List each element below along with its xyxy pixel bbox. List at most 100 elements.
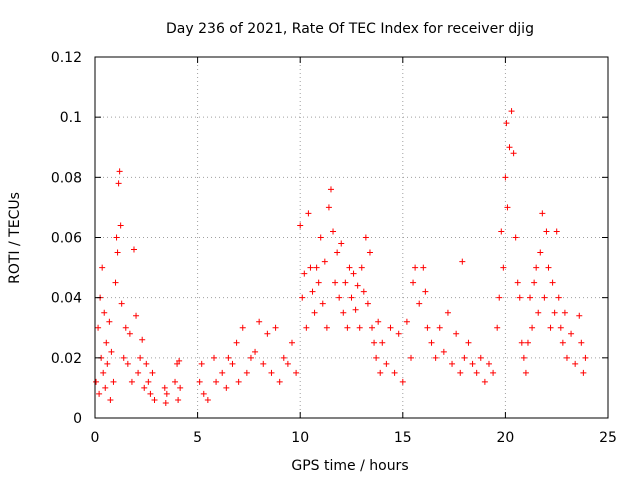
data-point xyxy=(504,204,511,211)
data-point xyxy=(496,294,503,301)
data-point xyxy=(272,324,279,331)
data-point xyxy=(465,339,472,346)
chart-title: Day 236 of 2021, Rate Of TEC Index for r… xyxy=(166,21,534,37)
y-tick-label: 0.1 xyxy=(60,110,82,126)
data-point xyxy=(243,369,250,376)
data-point xyxy=(323,324,330,331)
data-point xyxy=(461,354,468,361)
data-point xyxy=(338,240,345,247)
y-tick-label: 0.02 xyxy=(51,351,82,367)
data-point xyxy=(334,249,341,256)
data-point xyxy=(213,378,220,385)
data-point xyxy=(403,318,410,325)
data-point xyxy=(141,384,148,391)
data-point xyxy=(444,309,451,316)
data-point xyxy=(469,360,476,367)
data-point xyxy=(96,390,103,397)
data-point xyxy=(288,339,295,346)
data-point xyxy=(412,264,419,271)
data-point xyxy=(346,264,353,271)
data-point xyxy=(147,390,154,397)
data-point xyxy=(305,210,312,217)
data-point xyxy=(408,354,415,361)
data-point xyxy=(344,324,351,331)
data-point xyxy=(100,369,107,376)
data-point xyxy=(383,360,390,367)
data-point xyxy=(233,339,240,346)
data-point xyxy=(436,324,443,331)
data-point xyxy=(360,288,367,295)
data-point xyxy=(531,279,538,286)
data-point xyxy=(449,360,456,367)
data-point xyxy=(145,378,152,385)
data-point xyxy=(503,120,510,127)
data-point xyxy=(321,258,328,265)
data-point xyxy=(299,294,306,301)
data-point xyxy=(116,168,123,175)
data-point xyxy=(502,174,509,181)
data-point xyxy=(568,330,575,337)
data-point xyxy=(373,354,380,361)
data-point xyxy=(175,396,182,403)
data-point xyxy=(149,369,156,376)
data-point xyxy=(176,357,183,364)
data-point xyxy=(102,384,109,391)
data-points xyxy=(93,108,589,406)
data-point xyxy=(576,312,583,319)
data-point xyxy=(377,369,384,376)
data-point xyxy=(410,279,417,286)
data-point xyxy=(533,264,540,271)
data-point xyxy=(582,354,589,361)
data-point xyxy=(490,369,497,376)
data-point xyxy=(416,300,423,307)
data-point xyxy=(307,264,314,271)
data-point xyxy=(395,330,402,337)
data-point xyxy=(161,384,168,391)
data-point xyxy=(223,384,230,391)
data-point xyxy=(512,234,519,241)
y-tick-label: 0.04 xyxy=(51,291,82,307)
data-point xyxy=(133,312,140,319)
data-point xyxy=(162,399,169,406)
data-point xyxy=(137,354,144,361)
data-point xyxy=(276,378,283,385)
data-point xyxy=(128,378,135,385)
data-point xyxy=(229,360,236,367)
data-point xyxy=(239,324,246,331)
data-point xyxy=(280,354,287,361)
data-point xyxy=(371,339,378,346)
data-point xyxy=(93,378,100,385)
data-point xyxy=(174,360,181,367)
y-tick-label: 0 xyxy=(73,411,82,427)
data-point xyxy=(196,378,203,385)
data-point xyxy=(539,210,546,217)
data-point xyxy=(578,339,585,346)
data-point xyxy=(354,282,361,289)
data-point xyxy=(260,360,267,367)
data-point xyxy=(200,390,207,397)
data-point xyxy=(114,249,121,256)
data-point xyxy=(101,309,108,316)
data-point xyxy=(432,354,439,361)
data-point xyxy=(457,369,464,376)
data-point xyxy=(580,369,587,376)
data-point xyxy=(510,150,517,157)
data-point xyxy=(520,354,527,361)
data-point xyxy=(151,396,158,403)
data-point xyxy=(494,324,501,331)
data-point xyxy=(330,228,337,235)
data-point xyxy=(399,378,406,385)
data-point xyxy=(352,306,359,313)
data-point xyxy=(391,369,398,376)
data-point xyxy=(518,339,525,346)
y-tick-label: 0.06 xyxy=(51,231,82,247)
data-point xyxy=(522,369,529,376)
data-point xyxy=(572,360,579,367)
data-point xyxy=(551,309,558,316)
data-point xyxy=(315,279,322,286)
data-point xyxy=(358,264,365,271)
data-point xyxy=(303,324,310,331)
data-point xyxy=(514,279,521,286)
data-point xyxy=(332,279,339,286)
y-tick-label: 0.12 xyxy=(51,50,82,66)
